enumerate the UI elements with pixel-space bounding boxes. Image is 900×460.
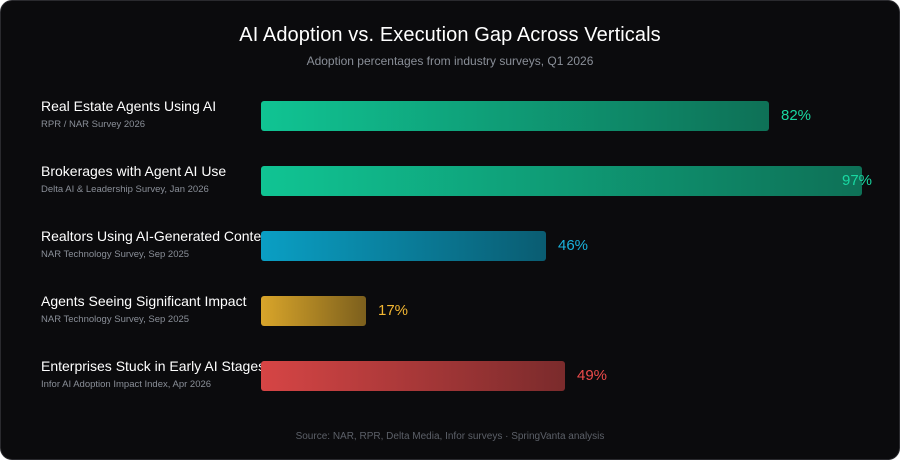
bar-source-label: Infor AI Adoption Impact Index, Apr 2026	[41, 379, 212, 390]
bar-category-label: Agents Seeing Significant Impact	[41, 293, 247, 309]
bar	[261, 101, 769, 131]
bar-source-label: NAR Technology Survey, Sep 2025	[41, 314, 190, 325]
bar-source-label: RPR / NAR Survey 2026	[41, 119, 146, 130]
bar-category-label: Realtors Using AI-Generated Content	[41, 228, 261, 244]
bar-value-label: 49%	[577, 367, 608, 384]
bar-category-label: Enterprises Stuck in Early AI Stages	[41, 358, 261, 374]
bar-value-label: 82%	[781, 107, 812, 124]
bar	[261, 361, 565, 391]
chart-footer: Source: NAR, RPR, Delta Media, Infor sur…	[295, 431, 605, 442]
bar-category-label: Real Estate Agents Using AI	[41, 98, 217, 114]
bar-value-label: 46%	[558, 237, 589, 254]
bar	[261, 231, 546, 261]
bar-category-label: Brokerages with Agent AI Use	[41, 163, 227, 179]
chart-subtitle: Adoption percentages from industry surve…	[306, 54, 594, 68]
bar	[261, 296, 366, 326]
bar-source-label: Delta AI & Leadership Survey, Jan 2026	[41, 184, 209, 195]
bar-value-label: 97%	[842, 172, 873, 189]
bar-value-label: 17%	[378, 302, 409, 319]
chart-title: AI Adoption vs. Execution Gap Across Ver…	[239, 24, 661, 46]
bar-source-label: NAR Technology Survey, Sep 2025	[41, 249, 190, 260]
bar	[261, 166, 862, 196]
